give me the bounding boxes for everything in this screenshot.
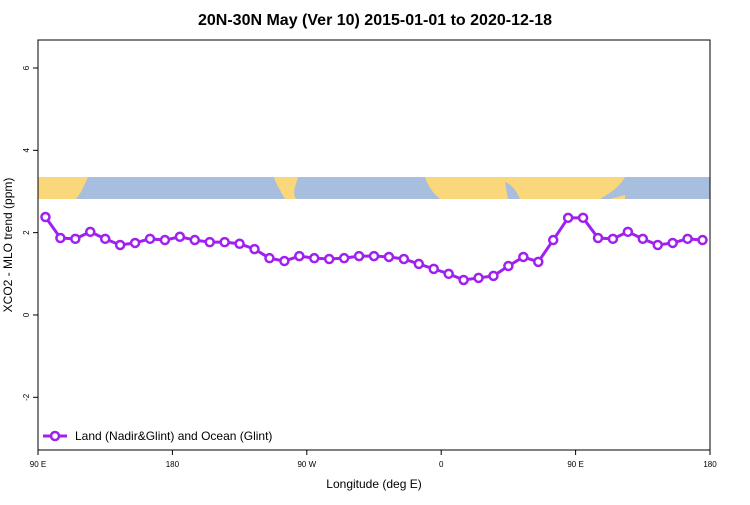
y-tick-label: 0 (22, 312, 31, 317)
data-point (99, 233, 111, 245)
data-point (637, 233, 649, 245)
data-point (323, 253, 335, 265)
data-point (473, 272, 484, 284)
y-tick-label: -2 (22, 393, 31, 401)
y-tick-label: 4 (22, 148, 31, 153)
data-point (85, 226, 96, 238)
data-point (174, 231, 186, 243)
data-point (518, 251, 529, 263)
data-point (667, 237, 678, 249)
data-point (294, 250, 305, 262)
data-point (234, 238, 245, 250)
data-point (533, 256, 544, 268)
data-point (159, 234, 171, 246)
data-point (547, 234, 559, 246)
data-point (264, 252, 275, 264)
data-point (129, 237, 141, 249)
data-point (189, 234, 201, 246)
series-line (44, 216, 703, 282)
legend-marker (49, 430, 61, 442)
data-point (249, 243, 260, 255)
x-tick-label: 180 (703, 460, 717, 469)
data-point (488, 270, 499, 282)
data-point (697, 234, 708, 246)
data-point (592, 232, 604, 244)
data-point (383, 251, 395, 263)
data-point (204, 236, 215, 248)
map-band (38, 177, 710, 199)
data-point (398, 253, 410, 265)
legend-label: Land (Nadir&Glint) and Ocean (Glint) (75, 429, 272, 443)
data-point (309, 252, 320, 264)
data-point (279, 255, 290, 267)
x-axis-label: Longitude (deg E) (326, 477, 421, 491)
data-point (353, 250, 365, 262)
x-tick-label: 90 E (30, 460, 46, 469)
x-tick-label: 0 (439, 460, 444, 469)
plot-frame (37, 39, 711, 451)
data-point (144, 233, 156, 245)
y-axis-label: XCO2 - MLO trend (ppm) (1, 178, 15, 313)
data-point (70, 233, 81, 245)
data-point (40, 211, 51, 223)
data-point (428, 263, 439, 275)
data-point (458, 274, 469, 286)
chart-title: 20N-30N May (Ver 10) 2015-01-01 to 2020-… (198, 12, 552, 29)
data-point (114, 239, 126, 251)
data-point (652, 239, 663, 251)
data-point (338, 252, 350, 264)
y-tick-label: 6 (22, 65, 31, 70)
data-point (368, 250, 380, 262)
data-point (622, 226, 634, 238)
data-point (55, 232, 66, 244)
x-tick-label: 180 (166, 460, 180, 469)
data-point (219, 236, 230, 248)
data-point (562, 212, 574, 224)
x-tick-label: 90 W (297, 460, 316, 469)
data-point (443, 268, 454, 280)
y-tick-label: 2 (22, 230, 31, 235)
data-point (577, 212, 589, 224)
data-point (413, 258, 425, 270)
data-point (607, 233, 619, 245)
data-point (682, 233, 693, 245)
x-tick-label: 90 E (567, 460, 583, 469)
data-point (503, 260, 514, 272)
